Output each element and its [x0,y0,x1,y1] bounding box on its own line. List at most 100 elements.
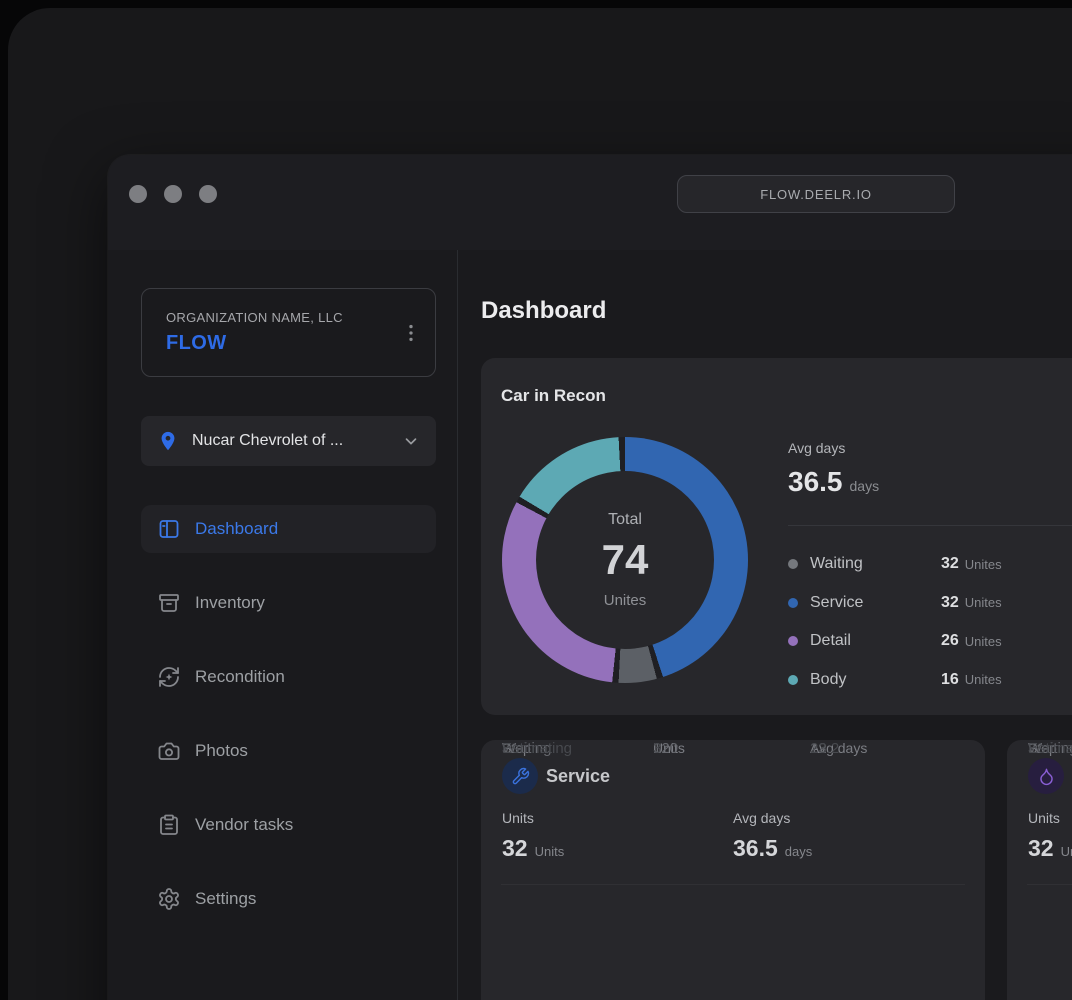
legend-value: 26 [941,632,959,650]
recon-donut-chart: Total 74 Unites [502,437,748,683]
sidebar-item-dashboard[interactable]: Dashboard [141,505,436,553]
sidebar-item-label: Dashboard [195,519,279,538]
legend-row-service: Service 32 Unites [788,584,1072,623]
legend-value: 32 [941,593,959,611]
cell-units: 120 [653,740,679,757]
avg-days-number: 36.5 [733,835,778,861]
legend-value: 16 [941,670,959,688]
sidebar-item-label: Photos [195,741,248,760]
sidebar-item-label: Inventory [195,593,265,612]
col-header-step: Step [502,740,531,756]
legend-label: Detail [810,632,851,650]
avg-days-value: 36.5 days [788,466,879,498]
organization-name: FLOW [166,332,227,354]
org-menu-kebab-icon[interactable] [399,320,423,346]
window-control-minimize-icon[interactable] [164,185,182,203]
window-control-maximize-icon[interactable] [199,185,217,203]
page-title: Dashboard [481,297,607,324]
card-title: Service [546,765,611,786]
sidebar-item-settings[interactable]: Settings [141,875,436,923]
legend-unit: Unites [964,556,1002,572]
location-value: Nucar Chevrolet of ... [192,432,344,449]
detail-icon-circle [1028,758,1064,794]
sidebar-item-label: Recondition [195,667,285,686]
clipboard-list-icon [160,814,178,835]
avg-days-label: Avg days [788,440,846,456]
avg-days-unit: days [849,478,880,494]
divider [1027,884,1072,885]
legend-label: Waiting [810,555,863,573]
window-control-close-icon[interactable] [129,185,147,203]
sidebar-item-photos[interactable]: Photos [141,727,436,775]
dashboard-panel-icon [159,520,179,538]
main-content: Dashboard Car in Recon Total 74 Unites A… [458,250,1072,1000]
legend-dot [788,597,798,608]
legend-unit: Unites [964,595,1002,611]
map-pin-icon [161,431,175,451]
sidebar-item-label: Vendor tasks [195,815,294,834]
gear-icon [159,888,179,910]
units-unit: Units [534,844,565,859]
sidebar-item-vendor-tasks[interactable]: Vendor tasks [141,801,436,849]
service-icon-circle [502,758,538,794]
cell-avg-days: 12 [810,740,827,757]
donut-center: Total 74 Unites [502,437,748,683]
legend-value: 32 [941,555,959,573]
units-stat-value: 32 Units [1028,835,1072,862]
car-in-recon-card: Car in Recon Total 74 Unites Avg days 36… [481,358,1072,715]
sidebar-item-label: Settings [195,889,257,908]
browser-window: FLOW.DEELR.IO ORGANIZATION NAME, LLC FLO… [108,155,1072,1000]
wrench-icon [512,767,529,784]
legend-unit: Unites [964,633,1002,649]
cell-step: Waiting [502,740,552,757]
app-body: ORGANIZATION NAME, LLC FLOW [108,250,1072,1000]
service-card-header: Service [502,758,610,794]
donut-total-unit: Unites [603,592,647,609]
avg-days-number: 36.5 [788,466,843,497]
legend-dot [788,674,798,685]
sidebar-item-inventory[interactable]: Inventory [141,579,436,627]
department-cards-row: Service Units 32 Units Avg days 36.5 days [481,740,1072,1000]
droplet-icon [1039,768,1053,785]
units-stat-label: Units [502,810,534,826]
refresh-sparkle-icon [159,667,179,687]
donut-legend: Waiting 32 Unites Service 32 Unites [788,545,1072,699]
legend-row-detail: Detail 26 Unites [788,622,1072,661]
units-stat-label: Units [1028,810,1060,826]
col-header-units: Units [653,740,685,756]
avg-days-unit: days [784,844,813,859]
detail-card-header: Detail [1028,758,1072,794]
legend-unit: Unites [964,672,1002,688]
units-number: 32 [1028,835,1054,861]
avg-days-stat-value: 36.5 days [733,835,812,862]
cell-avg-days: 23.2 [810,740,840,757]
cell-step: Waiting [1028,740,1072,757]
organization-label: ORGANIZATION NAME, LLC [166,310,343,325]
address-bar[interactable]: FLOW.DEELR.IO [677,175,955,213]
chevron-down-icon [405,438,417,445]
location-selector[interactable]: Nucar Chevrolet of ... [141,416,436,466]
units-unit: Units [1060,844,1072,859]
divider [788,525,1072,526]
cell-step: Estimating [1028,740,1072,757]
legend-label: Service [810,593,864,611]
legend-dot [788,559,798,570]
donut-total-value: 74 [601,536,649,583]
avg-days-stat-label: Avg days [733,810,791,826]
legend-label: Body [810,670,847,688]
sidebar-item-recondition[interactable]: Recondition [141,653,436,701]
camera-icon [158,742,180,760]
card-title: Car in Recon [501,386,606,405]
window-controls [129,185,217,203]
units-number: 32 [502,835,528,861]
cell-units: 3 [653,740,662,757]
cell-step: Estimating [502,740,573,757]
organization-card[interactable]: ORGANIZATION NAME, LLC FLOW [141,288,436,377]
units-stat-value: 32 Units [502,835,564,862]
legend-row-waiting: Waiting 32 Unites [788,545,1072,584]
sidebar: ORGANIZATION NAME, LLC FLOW [108,250,458,1000]
sidebar-nav: Dashboard Inventory [141,505,436,923]
col-header-step: Step [1028,740,1057,756]
